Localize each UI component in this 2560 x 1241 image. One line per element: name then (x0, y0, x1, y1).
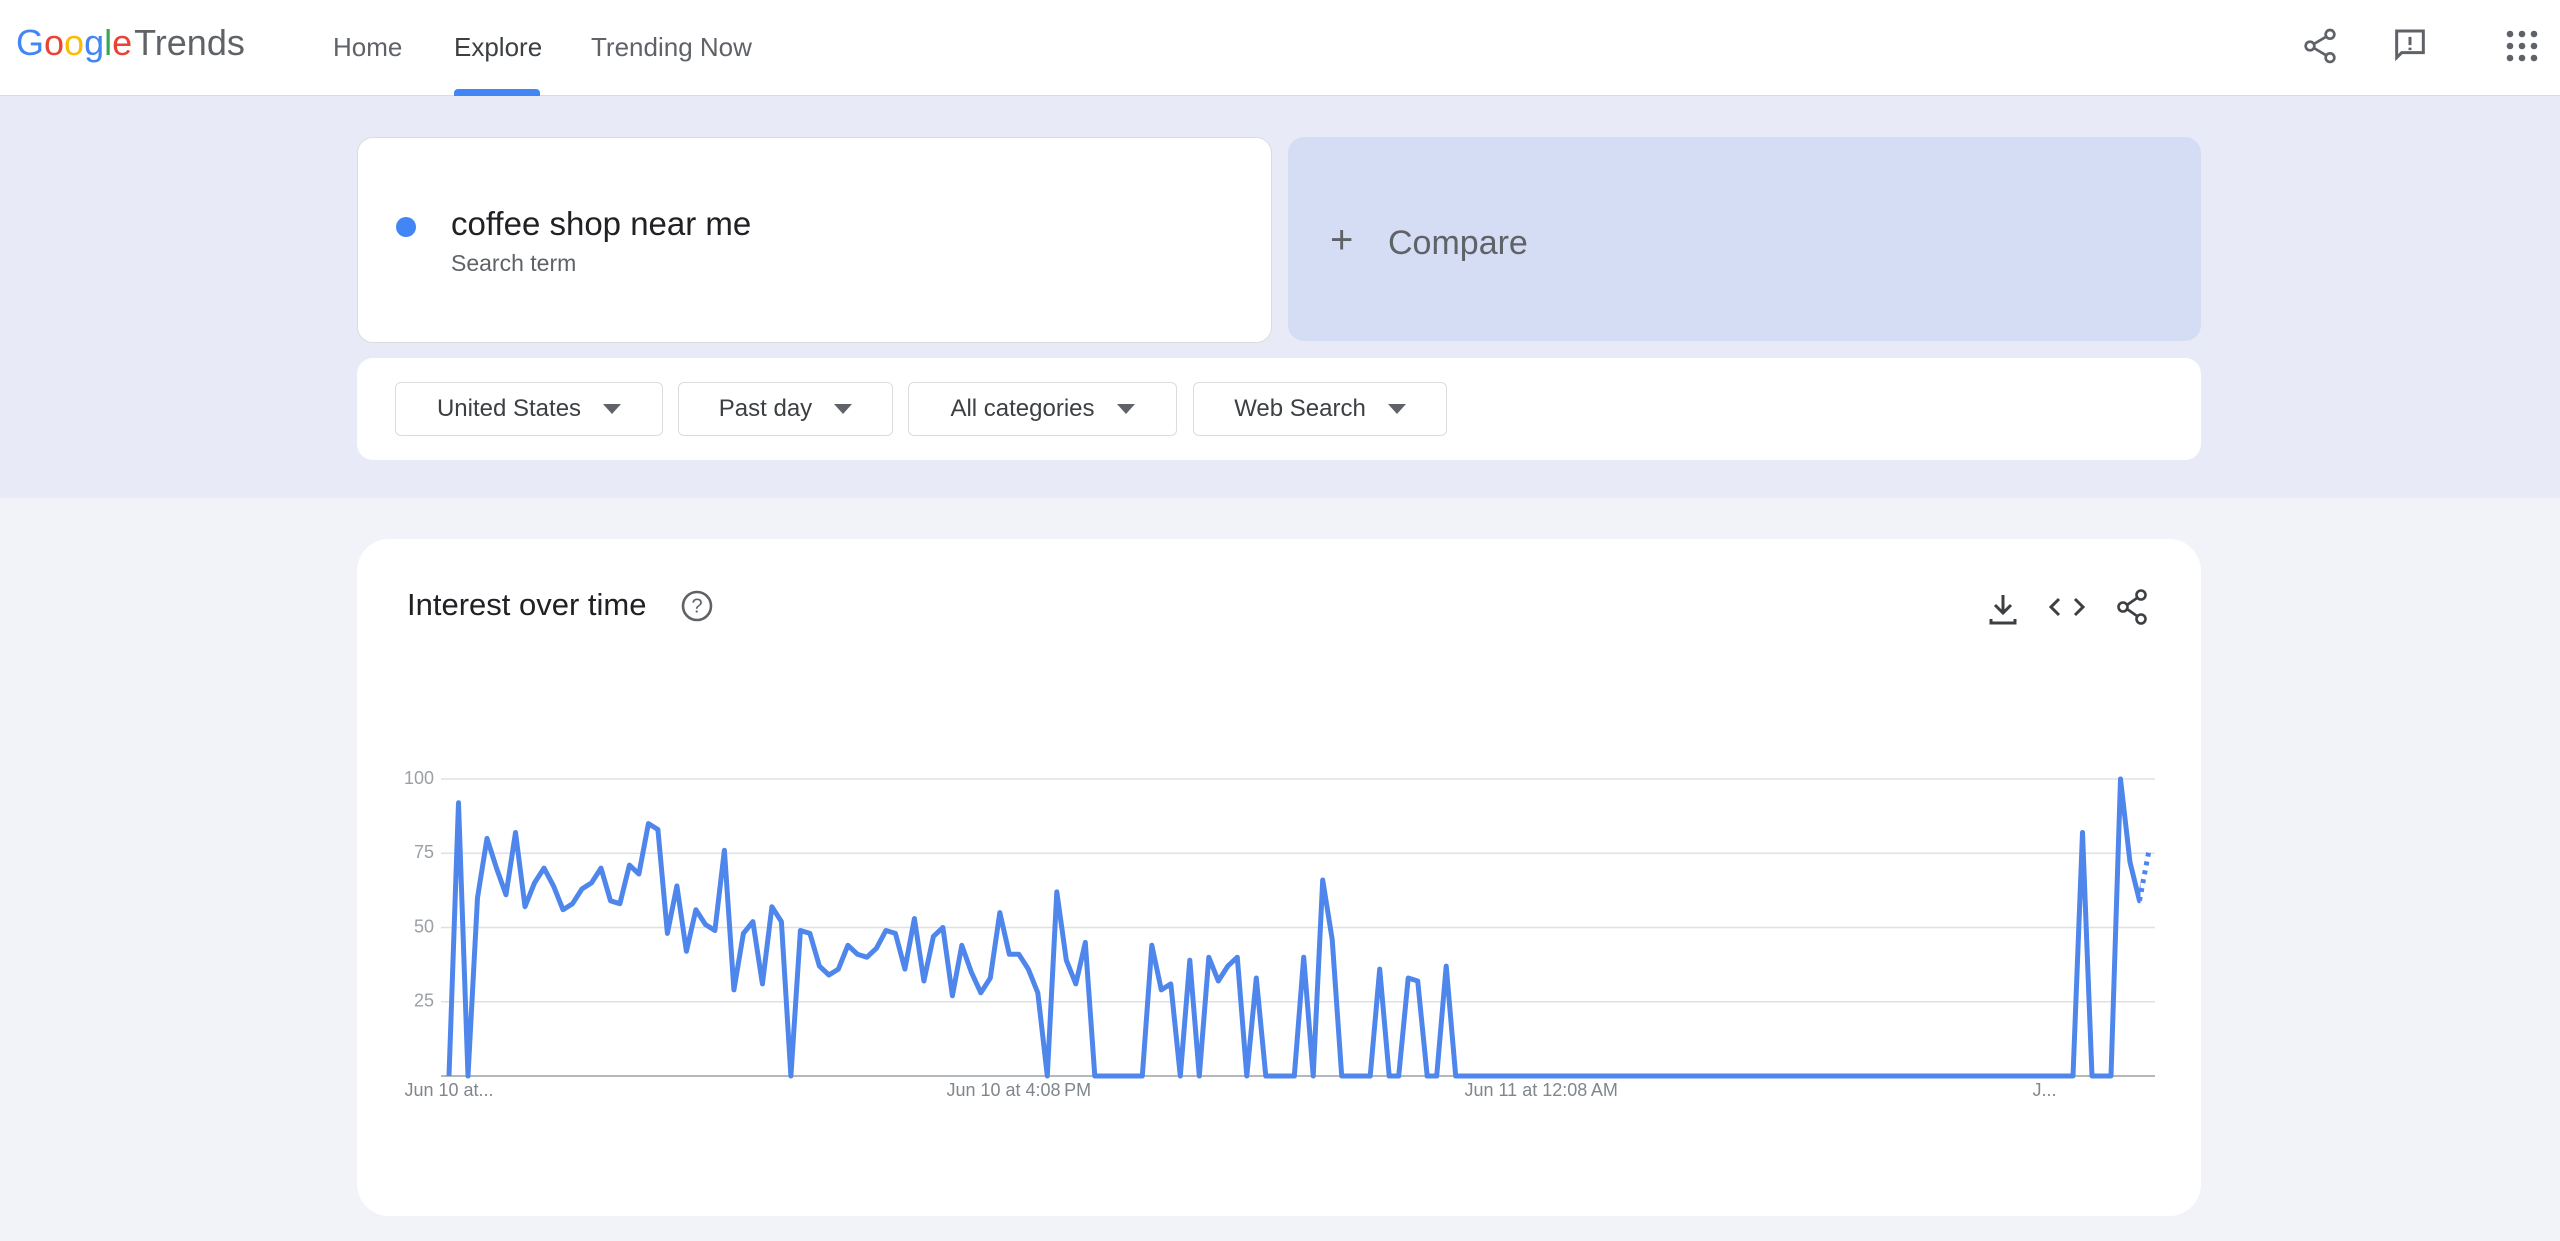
caret (1116, 404, 1135, 414)
logo-google: Google (16, 22, 133, 63)
x-tick-label: Jun 10 at... (404, 1080, 493, 1100)
nav-trending[interactable]: Trending Now (591, 32, 752, 62)
y-tick-label: 75 (414, 842, 434, 862)
caret (603, 404, 622, 414)
logo[interactable]: GoogleTrends (16, 22, 245, 64)
nav-underline (454, 89, 540, 96)
feedback-icon[interactable] (2390, 26, 2430, 66)
top-bar (0, 0, 2560, 96)
share-icon[interactable] (2300, 26, 2340, 66)
apps-icon[interactable] (2504, 28, 2540, 64)
x-tick-label: Jun 11 at 12:08 AM (1464, 1080, 1617, 1100)
chart: Interest over time ? 25 50 75 100 Jun 10 at.… (404, 587, 2155, 1100)
nav-explore[interactable]: Explore (454, 32, 543, 62)
search-card[interactable] (357, 137, 1272, 343)
filter-category[interactable]: All categories (908, 382, 1177, 436)
filter-time[interactable]: Past day (678, 382, 893, 436)
filter-region[interactable]: United States (395, 382, 663, 436)
nav-home[interactable]: Home (333, 32, 403, 62)
x-tick-label: J... (2033, 1080, 2057, 1100)
search-term: coffee shop near me (451, 205, 752, 242)
term-dot (396, 217, 416, 237)
plus-icon: + (1330, 218, 1354, 262)
filter-label: All categories (950, 395, 1095, 422)
y-tick-label: 100 (404, 768, 434, 788)
x-tick-label: Jun 10 at 4:08 PM (946, 1080, 1091, 1100)
embed-icon[interactable] (2048, 597, 2086, 617)
filter-label: United States (436, 395, 582, 422)
caret (1387, 404, 1406, 414)
compare-card[interactable] (1288, 137, 2201, 341)
caret (834, 404, 853, 414)
chart-title: Interest over time (407, 587, 646, 622)
trend-line (446, 776, 2141, 1079)
help-icon[interactable]: ? (681, 590, 713, 622)
search-term-label: Search term (451, 250, 577, 276)
compare-label: Compare (1388, 224, 1528, 262)
filter-property[interactable]: Web Search (1193, 382, 1447, 436)
partial-segment (2137, 849, 2152, 902)
y-tick-label: 25 (414, 991, 434, 1011)
download-icon[interactable] (1989, 595, 2017, 625)
svg-text:?: ? (691, 595, 702, 617)
filter-label: Past day (718, 395, 813, 422)
chart-share-icon[interactable] (2117, 589, 2147, 625)
y-tick-label: 50 (414, 916, 434, 936)
filter-label: Web Search (1234, 395, 1366, 422)
logo-trends: Trends (134, 22, 245, 63)
